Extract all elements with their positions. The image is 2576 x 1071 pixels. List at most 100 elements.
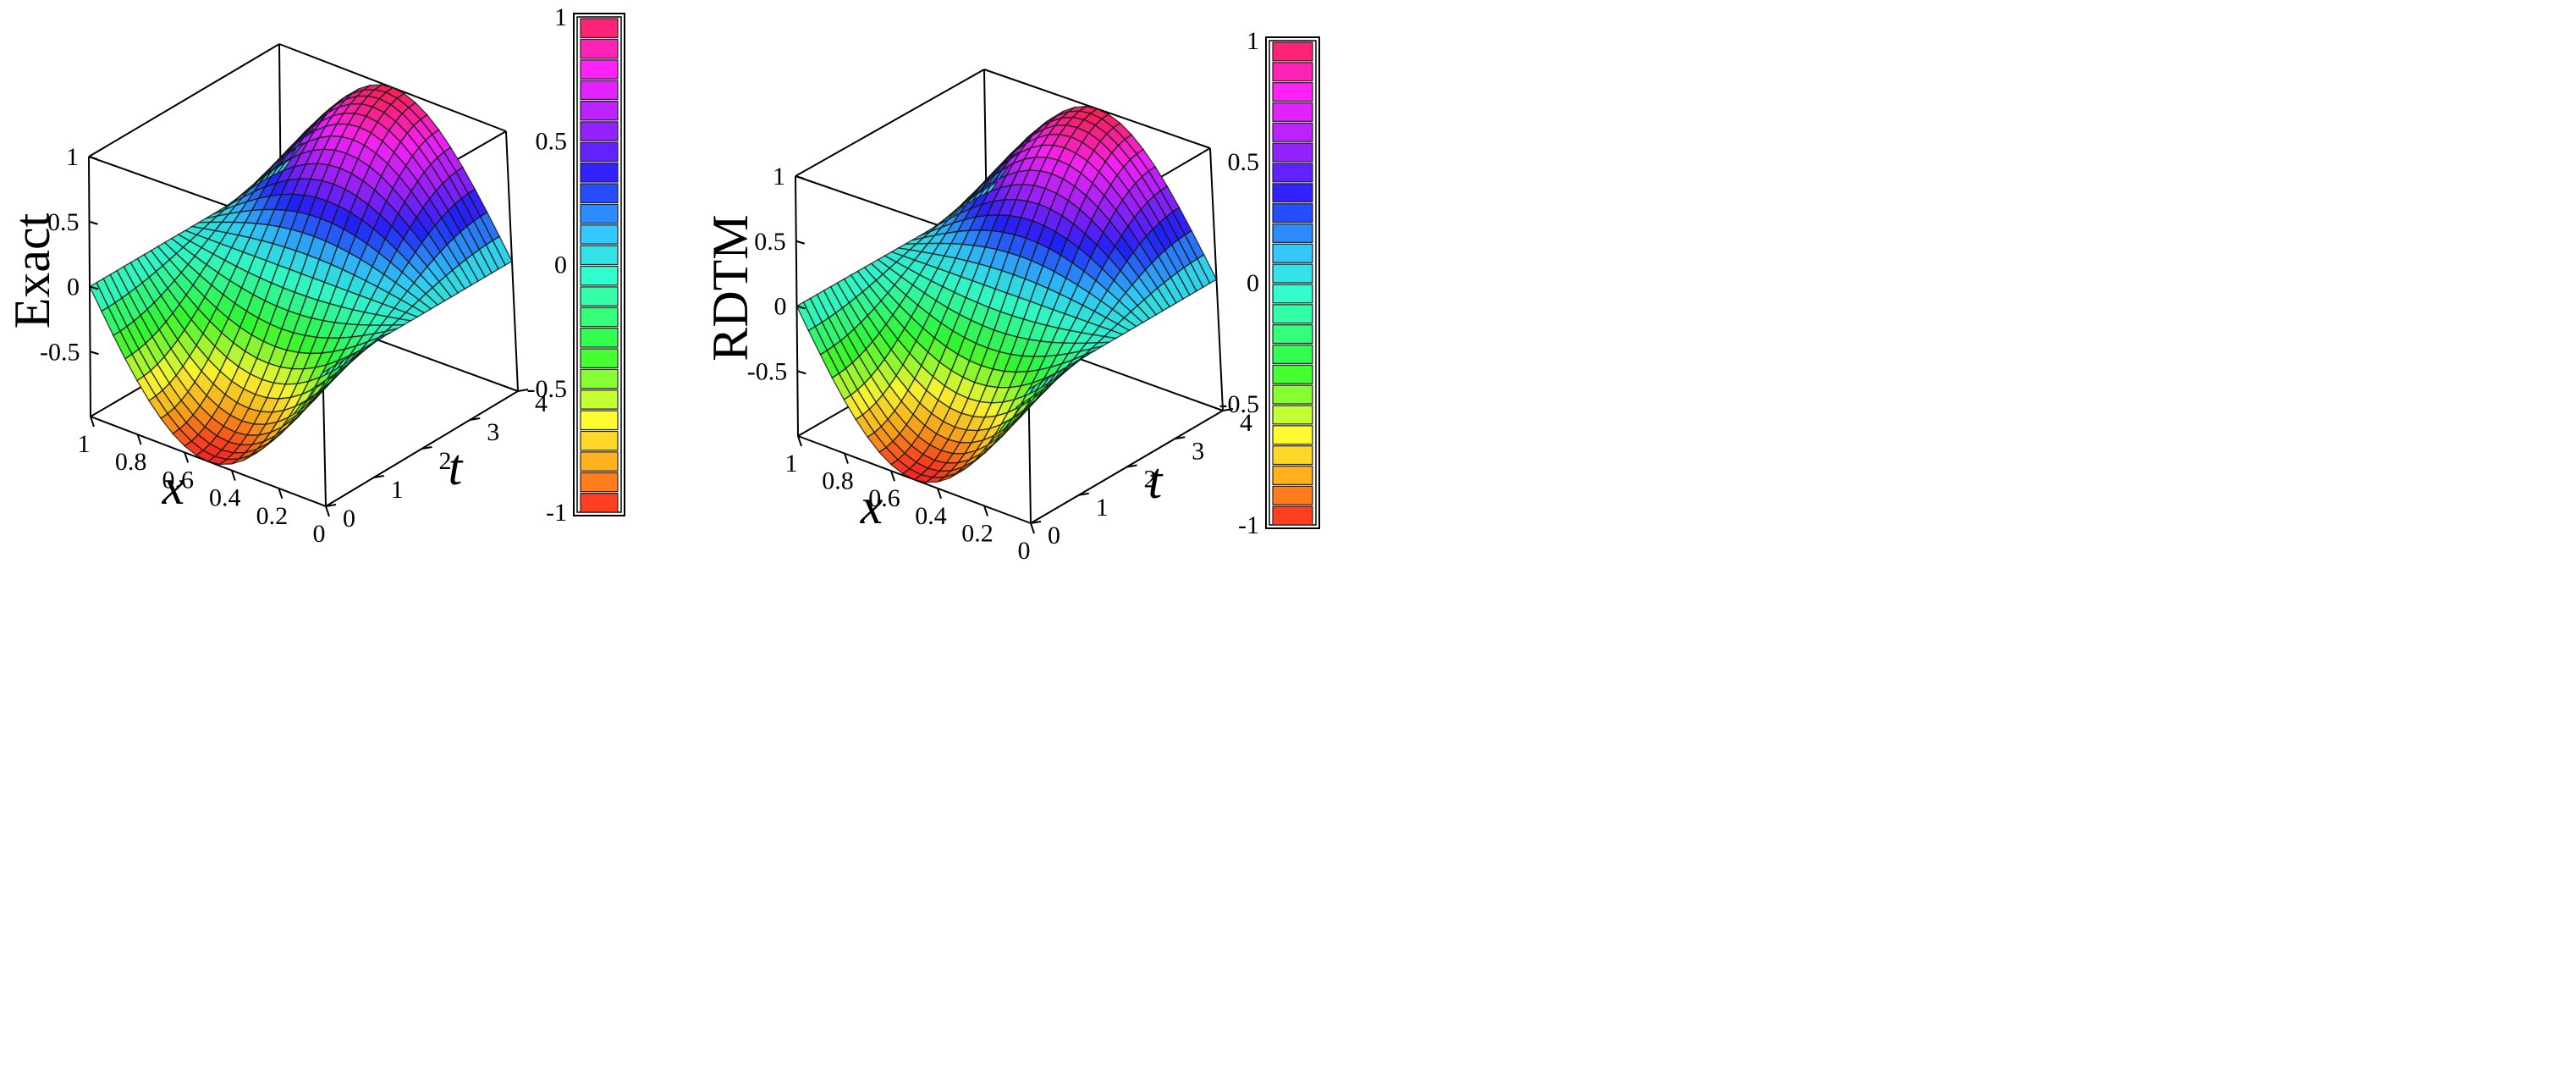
x-tick-label: 0.2 <box>961 519 994 547</box>
colorbar-segment <box>1272 405 1313 425</box>
t-tick-mark <box>1175 436 1186 440</box>
colorbar-segment <box>580 306 619 328</box>
colorbar-tick-label: -1 <box>546 499 567 527</box>
colorbar-segment <box>580 18 619 38</box>
x-tick-label: 0.8 <box>115 448 147 476</box>
colorbar-segment <box>580 348 619 368</box>
colorbar-segment <box>1272 284 1313 304</box>
surface-patch <box>217 458 241 466</box>
x-tick-mark <box>890 470 895 482</box>
z-tick-label: 1 <box>66 143 79 171</box>
x-tick-label: 0.6 <box>162 466 194 494</box>
colorbar-segment <box>580 121 619 141</box>
colorbar-segment <box>1272 183 1313 203</box>
t-tick-label: 2 <box>439 447 452 475</box>
z-tick-mark <box>89 285 99 290</box>
t-tick-label: 2 <box>1144 466 1157 494</box>
colorbar-segment <box>580 389 619 410</box>
colorbar-segment <box>580 183 619 203</box>
colorbar-segment <box>580 141 619 163</box>
t-tick-label: 0 <box>343 505 355 533</box>
x-tick-label: 0.8 <box>822 467 854 495</box>
colorbar-segment <box>1272 163 1313 183</box>
x-axis-ticks: 1 0.8 0.6 0.4 0.2 0 <box>78 416 330 548</box>
box-edge <box>88 43 280 157</box>
colorbar-segment <box>580 38 619 59</box>
box-edge <box>795 69 985 177</box>
colorbar-segment <box>580 80 619 101</box>
x-tick-label: 0 <box>313 520 326 548</box>
z-tick-label: -0.5 <box>747 357 788 385</box>
x-tick-mark <box>844 453 849 464</box>
colorbar-segment <box>1272 465 1313 485</box>
z-tick-mark <box>88 156 98 160</box>
t-axis-ticks: 0 1 2 3 4 <box>1030 408 1252 549</box>
colorbar-segment <box>580 430 619 451</box>
z-axis-label: Exact <box>4 213 60 328</box>
colorbar-frame <box>573 13 625 516</box>
x-tick-mark <box>184 452 190 463</box>
colorbar-tick-label: 1 <box>1247 27 1259 55</box>
x-axis-label: x <box>860 478 883 534</box>
z-tick-label: 1 <box>773 163 785 190</box>
z-tick-mark <box>89 220 98 225</box>
t-axis-label: t <box>449 439 464 495</box>
colorbar-segment <box>580 100 619 121</box>
t-tick-mark <box>325 504 337 507</box>
x-tick-mark <box>325 505 330 517</box>
x-tick-label: 0.4 <box>915 502 947 530</box>
z-tick-label: 0.5 <box>47 208 80 236</box>
colorbar-segment <box>580 368 619 389</box>
z-axis-ticks: 1 0.5 0 -0.5 <box>747 163 806 385</box>
colorbar-tick-label: -1 <box>1238 511 1259 539</box>
colorbar-segment <box>1272 223 1313 243</box>
x-tick-label: 0 <box>1018 537 1031 565</box>
z-tick-label: 0.5 <box>754 228 786 256</box>
colorbar-tick-label: -0.5 <box>1219 390 1260 418</box>
colorbar-segment <box>1272 203 1313 224</box>
x-tick-label: 1 <box>78 430 91 458</box>
colorbar-segment <box>1272 82 1313 102</box>
colorbar-frame <box>1265 36 1320 529</box>
z-tick-label: -0.5 <box>40 338 80 366</box>
z-tick-label: 0 <box>774 293 787 321</box>
t-tick-label: 3 <box>487 418 499 446</box>
colorbar: 1 0.5 0 -0.5 -1 <box>527 3 625 527</box>
z-tick-mark <box>796 305 806 310</box>
colorbar-tick-label: 0 <box>1247 269 1259 297</box>
colorbar-segment <box>1272 142 1313 163</box>
colorbar-segment <box>580 451 619 472</box>
colorbar-segment <box>580 286 619 306</box>
colorbar-segment <box>580 163 619 183</box>
colorbar-segment <box>1272 324 1313 345</box>
surface-patch <box>923 476 947 483</box>
t-tick-mark <box>421 446 432 450</box>
colorbar-tick-label: 0.5 <box>536 127 568 155</box>
colorbar-tick-label: 0 <box>554 251 567 279</box>
x-tick-mark <box>1030 522 1035 534</box>
colorbar-segment <box>1272 384 1313 405</box>
colorbar-segment <box>1272 304 1313 324</box>
t-tick-label: 4 <box>1240 409 1252 437</box>
x-axis-label: x <box>162 459 185 515</box>
colorbar-segment <box>1272 344 1313 364</box>
colorbar-segment <box>580 265 619 286</box>
colorbar-segment <box>1272 425 1313 445</box>
x-tick-mark <box>230 470 236 481</box>
x-tick-mark <box>136 433 142 445</box>
x-tick-label: 0.2 <box>256 502 289 530</box>
surface-mesh <box>89 84 513 466</box>
t-tick-mark <box>373 475 384 478</box>
t-axis-ticks: 0 1 2 3 4 <box>325 389 548 533</box>
x-tick-label: 0.6 <box>868 484 900 512</box>
x-tick-label: 1 <box>785 450 798 478</box>
colorbar-segment <box>1272 41 1313 62</box>
t-tick-mark <box>1030 521 1042 524</box>
colorbar-segment <box>1272 364 1313 384</box>
t-tick-mark <box>1222 408 1234 411</box>
colorbar-segment <box>580 245 619 266</box>
x-tick-mark <box>937 488 942 500</box>
t-tick-label: 4 <box>535 389 548 417</box>
z-axis-label: RDTM <box>702 214 758 361</box>
